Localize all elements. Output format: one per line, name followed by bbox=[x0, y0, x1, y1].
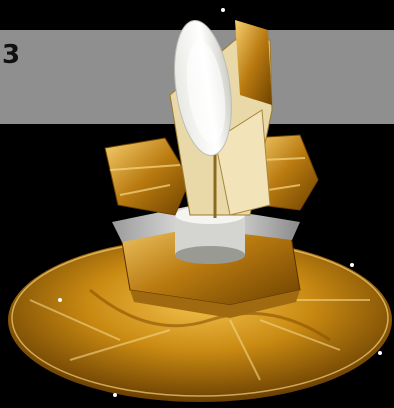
primary-dish bbox=[174, 20, 232, 156]
radiator-panel-left bbox=[104, 137, 191, 216]
antenna-mount bbox=[175, 206, 245, 264]
instrument-bus bbox=[112, 205, 301, 318]
banner-number: 3 bbox=[2, 40, 21, 70]
highlight-point bbox=[221, 8, 225, 12]
